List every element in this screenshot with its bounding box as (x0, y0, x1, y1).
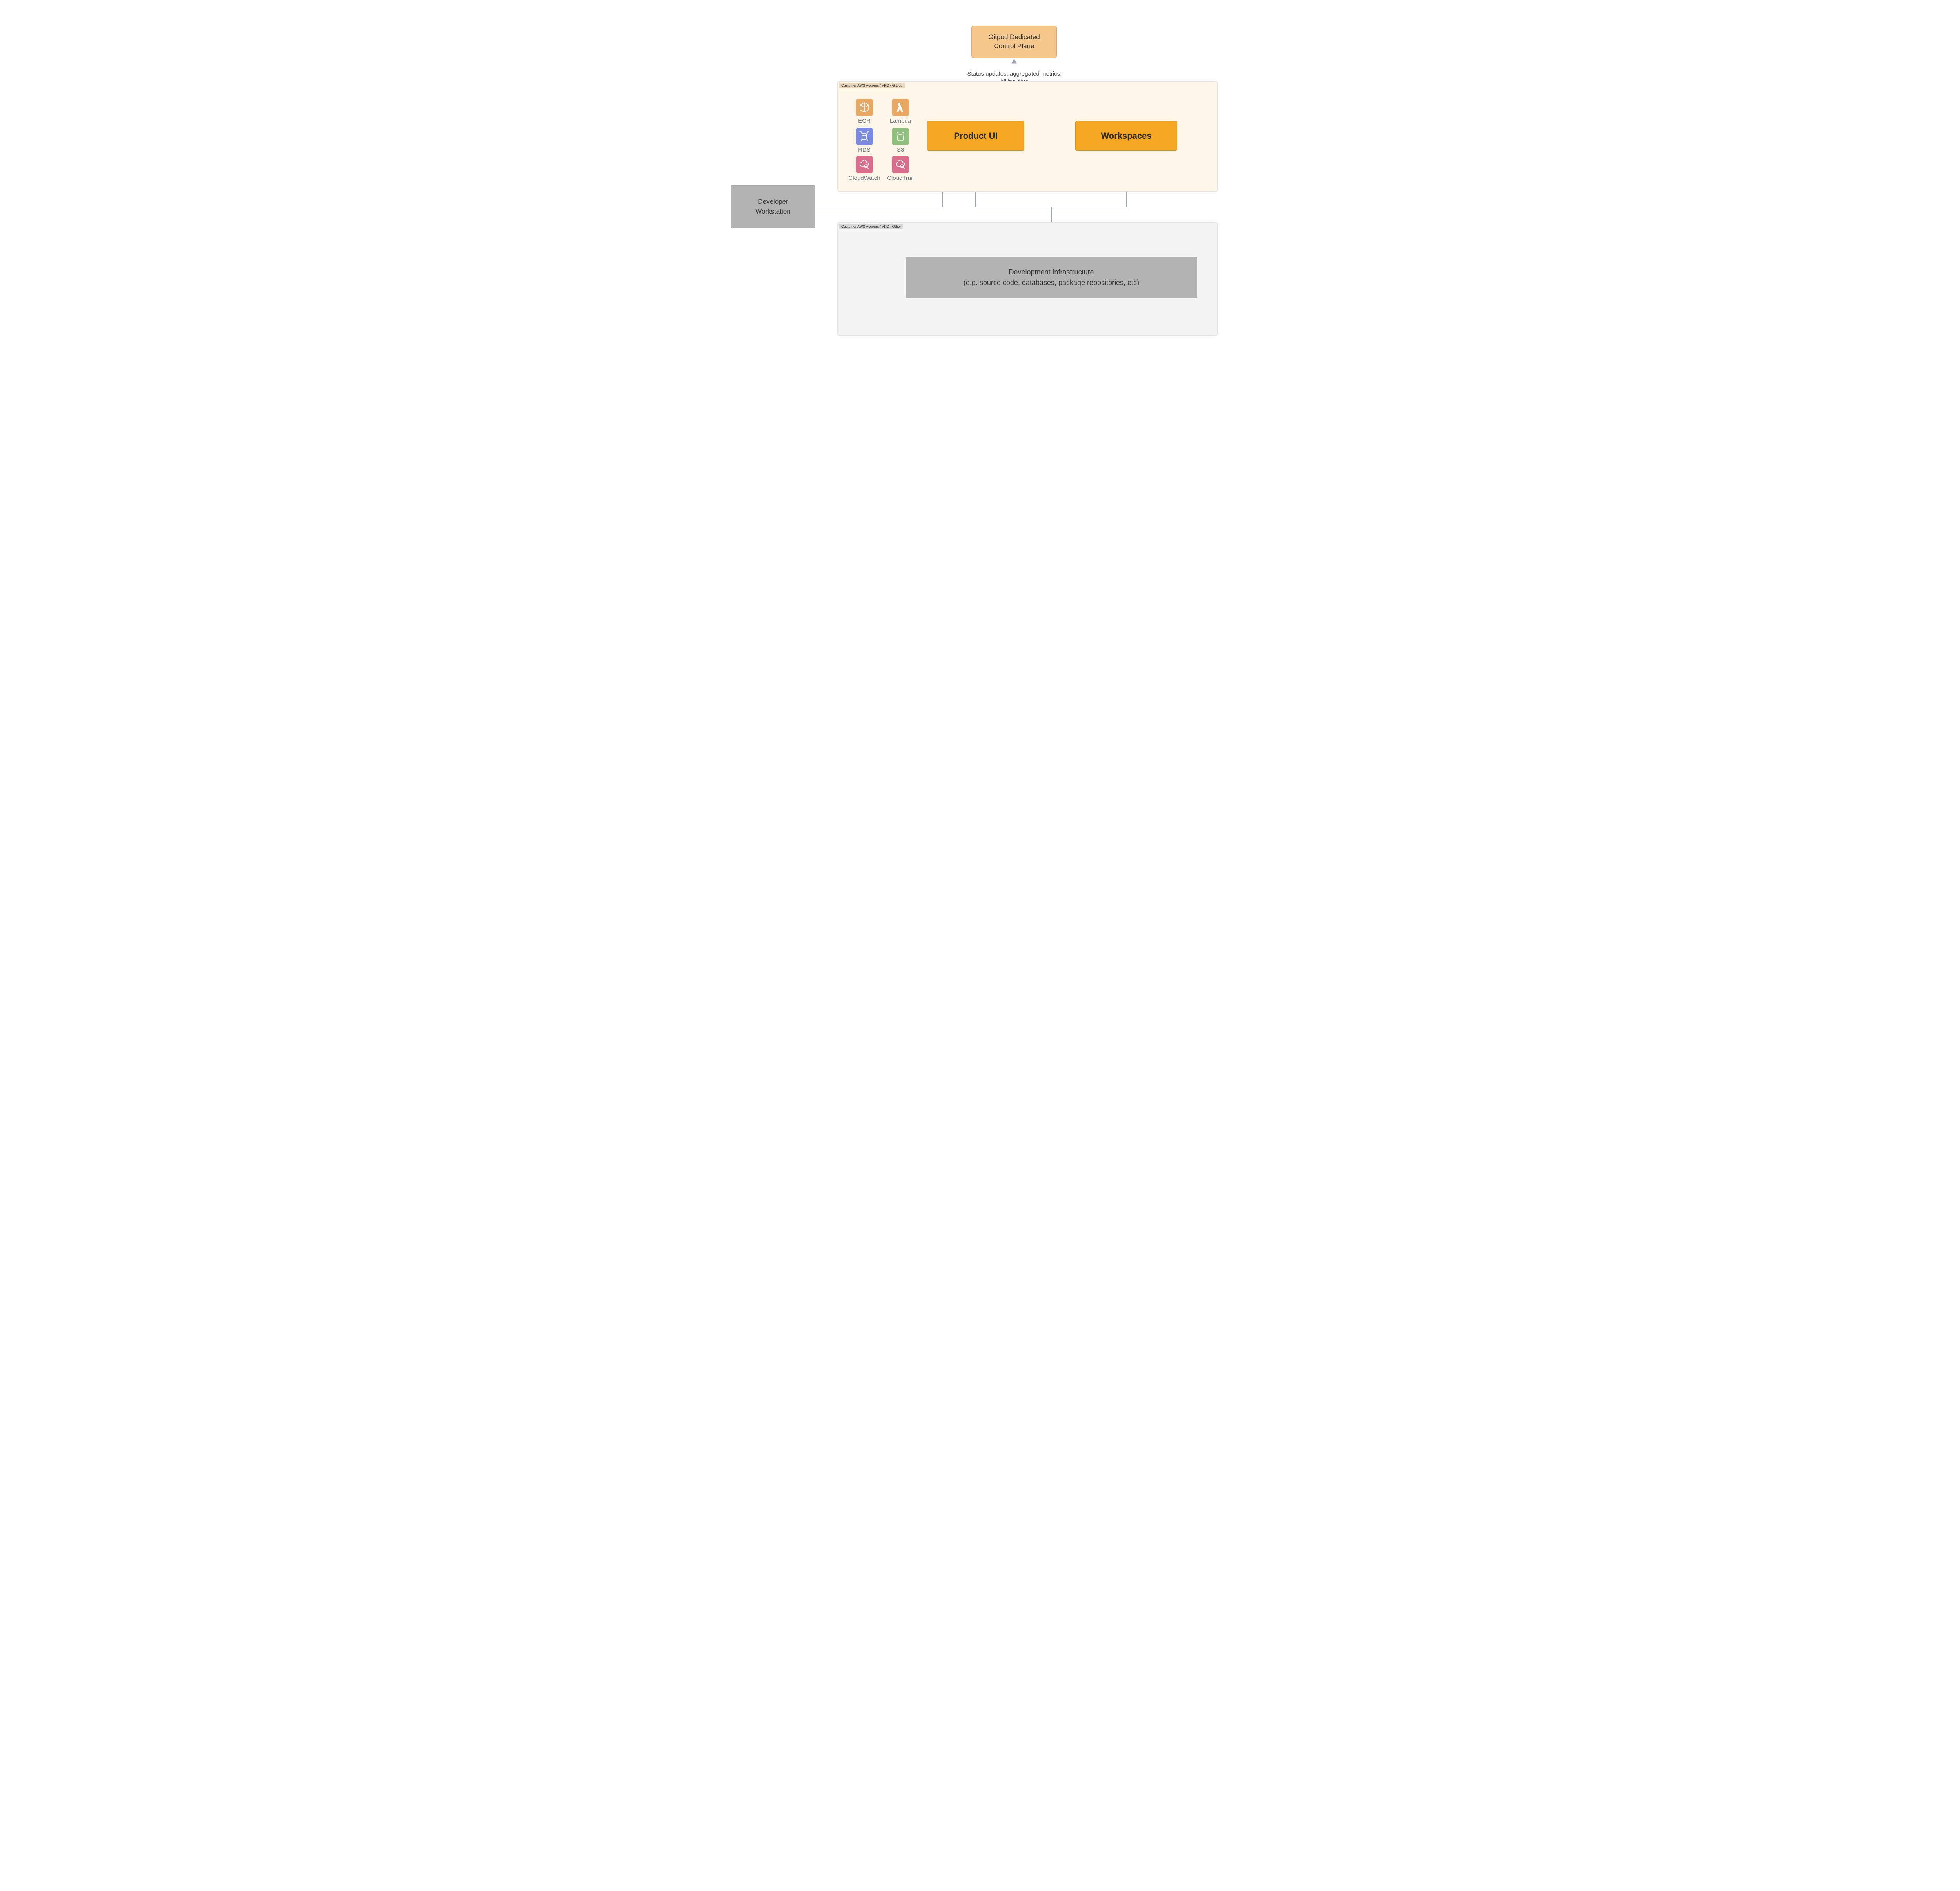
workspaces-node: Workspaces (1075, 121, 1177, 151)
dev-wks-label-1: Developer (755, 197, 790, 207)
dev-infra-label-1: Development Infrastructure (964, 267, 1139, 277)
dev-wks-label-2: Workstation (755, 207, 790, 217)
aws-cloudwatch: CloudWatch (847, 156, 882, 181)
developer-workstation-node: Developer Workstation (731, 185, 815, 228)
product-ui-label: Product UI (954, 131, 997, 141)
aws-rds: RDS (847, 128, 882, 153)
s3-label: S3 (897, 147, 904, 153)
vpc-gitpod-label: Customer AWS Account / VPC - Gitpod (839, 83, 905, 88)
aws-lambda: Lambda (883, 99, 918, 124)
cloudwatch-label: CloudWatch (848, 175, 880, 181)
dev-infra-label-2: (e.g. source code, databases, package re… (964, 277, 1139, 288)
aws-cloudtrail: CloudTrail (883, 156, 918, 181)
control-plane-node: Gitpod Dedicated Control Plane (971, 26, 1057, 58)
control-plane-label-2: Control Plane (988, 42, 1040, 51)
vpc-other-label: Customer AWS Account / VPC - Other (839, 224, 903, 229)
aws-s3: S3 (883, 128, 918, 153)
ecr-icon (856, 99, 873, 116)
control-plane-label-1: Gitpod Dedicated (988, 33, 1040, 42)
product-ui-node: Product UI (927, 121, 1024, 151)
lambda-icon (892, 99, 909, 116)
cloudwatch-icon (856, 156, 873, 173)
cloudtrail-label: CloudTrail (887, 175, 914, 181)
ecr-label: ECR (858, 118, 871, 124)
dev-infra-node: Development Infrastructure (e.g. source … (906, 257, 1197, 298)
cloudtrail-icon (892, 156, 909, 173)
lambda-label: Lambda (890, 118, 911, 124)
aws-ecr: ECR (847, 99, 882, 124)
s3-icon (892, 128, 909, 145)
diagram-canvas: Gitpod Dedicated Control Plane Status up… (713, 0, 1247, 357)
rds-icon (856, 128, 873, 145)
rds-label: RDS (858, 147, 871, 153)
workspaces-label: Workspaces (1101, 131, 1151, 141)
